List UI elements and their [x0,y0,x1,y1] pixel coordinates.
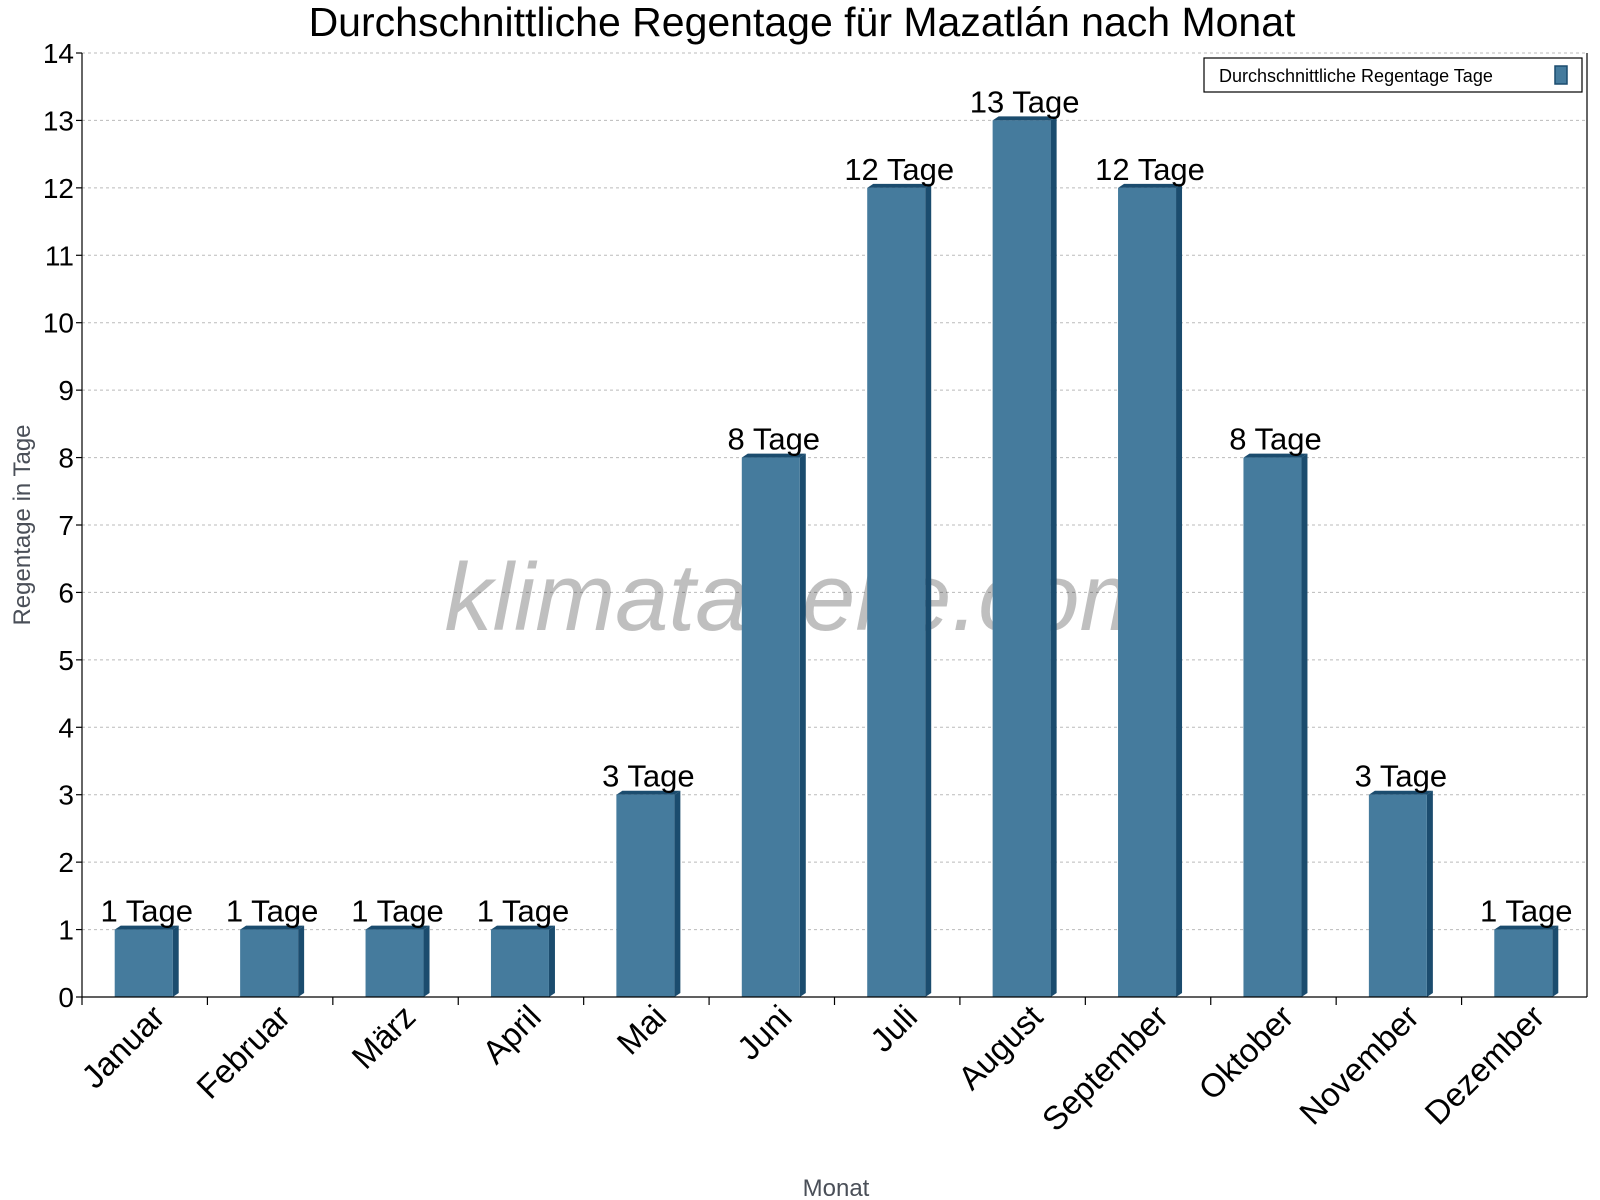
data-label: 13 Tage [970,84,1080,119]
y-tick-label: 10 [43,308,74,339]
y-tick-label: 14 [43,38,74,69]
bar-top [240,925,305,930]
data-label: 3 Tage [602,759,695,794]
bar [490,929,549,997]
y-tick-label: 8 [58,443,74,474]
x-axis-title: Monat [803,1175,870,1200]
bars: 1 Tage 1 Tage 1 Tage 1 Tage 3 Tage 8 Tage 12 T… [100,84,1573,998]
y-tick-label: 2 [58,847,74,878]
x-tick-label: Juli [863,998,924,1059]
bar-side [674,790,681,997]
y-tick-label: 13 [43,105,74,136]
bar [365,929,424,997]
bar-side [1301,453,1308,998]
bar-top [1368,790,1433,795]
bar [1118,187,1177,997]
x-tick-label: Oktober [1191,998,1300,1107]
y-tick-label: 1 [58,915,74,946]
bar-side [1552,925,1559,997]
y-tick-label: 0 [58,982,74,1013]
y-tick-label: 5 [58,645,74,676]
y-tick-label: 6 [58,577,74,608]
x-tick-label: Mai [610,998,674,1062]
bar-side [172,925,179,997]
data-label: 1 Tage [351,894,444,929]
y-tick-label: 12 [43,173,74,204]
bar [114,929,173,997]
bar-side [925,183,932,997]
bar-top [490,925,555,930]
bar [1243,457,1302,998]
bar-top [114,925,179,930]
bar-top [741,453,806,458]
x-tick-label: März [344,998,422,1076]
y-tick-label: 3 [58,780,74,811]
bar-side [1426,790,1433,997]
data-label: 8 Tage [1229,422,1322,457]
bar [867,187,926,997]
legend-label: Durchschnittliche Regentage Tage [1219,66,1493,86]
x-tick-label: Dezember [1417,998,1551,1132]
data-label: 8 Tage [728,422,821,457]
x-tick-label: Januar [74,998,172,1096]
data-label: 1 Tage [1480,894,1573,929]
data-label: 1 Tage [100,894,193,929]
y-axis-title: Regentage in Tage [9,424,36,625]
bar [240,929,299,997]
chart-title: Durchschnittliche Regentage für Mazatlán… [309,0,1296,45]
x-tick-label: November [1292,998,1426,1132]
y-tick-label: 7 [58,510,74,541]
bar-top [1243,453,1308,458]
bar-top [365,925,430,930]
bar [741,457,800,998]
y-tick-label: 11 [45,240,74,271]
data-label: 12 Tage [1095,152,1205,187]
bar [616,794,675,997]
bar-side [423,925,430,997]
bar-top [1118,183,1183,188]
bar-top [1494,925,1559,930]
bar [992,120,1051,997]
legend: Durchschnittliche Regentage Tage [1203,57,1583,93]
data-label: 3 Tage [1355,759,1448,794]
x-tick-label: August [951,998,1050,1097]
gridlines [82,52,1587,931]
bar [1494,929,1553,997]
bar-side [1050,116,1057,997]
legend-swatch [1554,65,1568,85]
bar-top [992,116,1057,121]
bar-side [298,925,305,997]
x-tick-label: April [475,998,548,1071]
data-label: 1 Tage [477,894,570,929]
bar-side [799,453,806,998]
bar-top [616,790,681,795]
bar-side [1176,183,1183,997]
bar-side [548,925,555,997]
y-tick-label: 9 [58,375,74,406]
bar [1368,794,1427,997]
x-tick-label: Februar [189,998,297,1106]
x-tick-label: September [1035,998,1175,1138]
data-label: 12 Tage [844,152,954,187]
x-tick-label: Juni [730,998,799,1067]
data-label: 1 Tage [226,894,319,929]
bar-top [867,183,932,188]
y-tick-label: 4 [58,712,74,743]
